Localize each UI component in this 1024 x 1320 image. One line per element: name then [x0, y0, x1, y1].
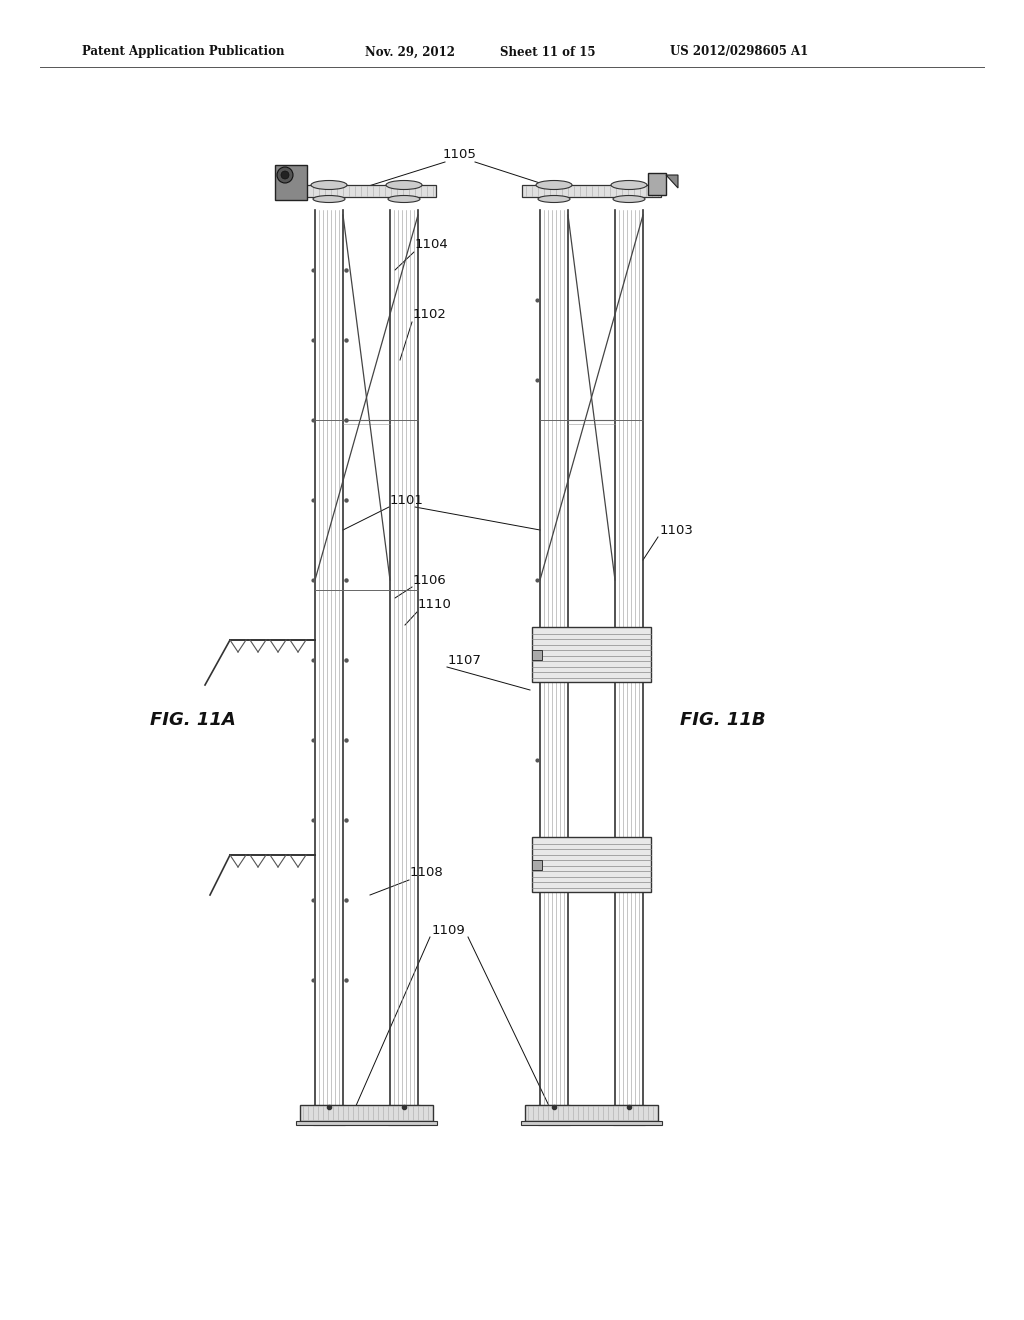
Ellipse shape [613, 195, 645, 202]
Bar [522, 185, 662, 197]
Text: 1110: 1110 [418, 598, 452, 611]
Bar [532, 649, 542, 660]
Text: 1109: 1109 [431, 924, 465, 936]
Bar [300, 1105, 433, 1121]
Circle shape [278, 168, 293, 183]
Bar [275, 165, 307, 201]
Text: Nov. 29, 2012: Nov. 29, 2012 [365, 45, 455, 58]
Text: 1105: 1105 [443, 149, 477, 161]
Bar [313, 1105, 345, 1125]
Text: US 2012/0298605 A1: US 2012/0298605 A1 [670, 45, 808, 58]
Text: 1102: 1102 [413, 309, 446, 322]
Bar [615, 210, 643, 1105]
Circle shape [281, 172, 289, 180]
Bar [538, 1105, 570, 1125]
Ellipse shape [611, 181, 647, 190]
Text: 1103: 1103 [660, 524, 694, 536]
Bar [296, 1121, 437, 1125]
Text: 1104: 1104 [415, 239, 449, 252]
Text: Patent Application Publication: Patent Application Publication [82, 45, 285, 58]
Bar [525, 1105, 658, 1121]
Bar [648, 173, 666, 195]
Ellipse shape [388, 195, 420, 202]
Bar [532, 861, 542, 870]
Bar [532, 837, 651, 892]
Bar [613, 1105, 645, 1125]
Bar [388, 1105, 420, 1125]
Bar [390, 210, 418, 1105]
Ellipse shape [536, 181, 572, 190]
Text: 1101: 1101 [390, 494, 424, 507]
Text: 1106: 1106 [413, 573, 446, 586]
Polygon shape [666, 176, 678, 187]
Bar [297, 185, 436, 197]
Text: Sheet 11 of 15: Sheet 11 of 15 [500, 45, 596, 58]
Text: FIG. 11A: FIG. 11A [150, 711, 236, 729]
Ellipse shape [538, 195, 570, 202]
Bar [315, 210, 343, 1105]
Ellipse shape [313, 195, 345, 202]
Bar [540, 210, 568, 1105]
Bar [532, 627, 651, 682]
Ellipse shape [311, 181, 347, 190]
Bar [521, 1121, 662, 1125]
Text: FIG. 11B: FIG. 11B [680, 711, 766, 729]
Text: 1108: 1108 [410, 866, 443, 879]
Text: 1107: 1107 [449, 653, 482, 667]
Ellipse shape [386, 181, 422, 190]
